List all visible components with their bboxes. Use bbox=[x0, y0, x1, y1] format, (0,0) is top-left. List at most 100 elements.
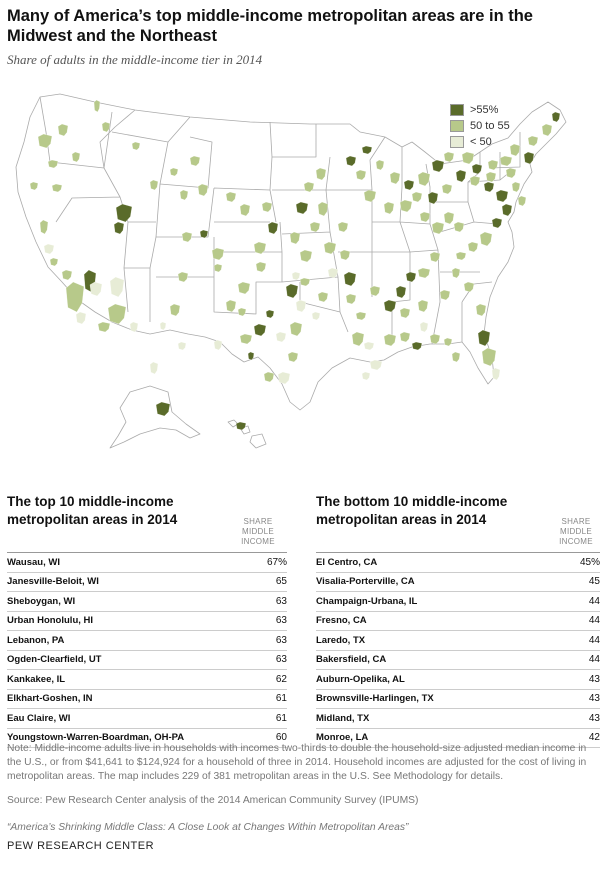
metro-name: Brownsville-Harlingen, TX bbox=[316, 693, 434, 705]
metro-share: 43 bbox=[588, 693, 600, 705]
metro-area-shape bbox=[289, 321, 303, 337]
metro-area-shape bbox=[299, 249, 313, 263]
metro-area-shape bbox=[461, 151, 475, 165]
metro-area-shape bbox=[485, 171, 497, 183]
metro-area-shape bbox=[499, 155, 513, 167]
metro-area-shape bbox=[317, 291, 329, 303]
metro-share: 44 bbox=[588, 634, 600, 646]
metro-share: 67% bbox=[266, 556, 287, 568]
metro-area-shape bbox=[51, 183, 63, 193]
report-title: “America’s Shrinking Middle Class: A Clo… bbox=[7, 822, 409, 833]
metro-share: 63 bbox=[275, 654, 287, 666]
metro-share: 62 bbox=[275, 673, 287, 685]
metro-area-shape bbox=[441, 183, 453, 195]
metro-area-shape bbox=[361, 371, 371, 381]
metro-area-shape bbox=[101, 121, 111, 133]
metro-share: 65 bbox=[275, 576, 287, 588]
metro-area-shape bbox=[239, 333, 253, 345]
chart-subtitle: Share of adults in the middle-income tie… bbox=[7, 52, 263, 67]
metro-area-shape bbox=[491, 217, 503, 229]
metro-name: Laredo, TX bbox=[316, 634, 366, 646]
metro-area-shape bbox=[383, 201, 395, 215]
metro-area-shape bbox=[47, 159, 59, 169]
table-row: Sheboygan, WI 63 bbox=[7, 592, 287, 612]
table-row: Urban Honolulu, HI 63 bbox=[7, 612, 287, 631]
metro-area-shape bbox=[317, 201, 329, 217]
metro-area-shape bbox=[61, 269, 73, 281]
legend-label-low: < 50 bbox=[470, 136, 492, 148]
metro-area-shape bbox=[345, 293, 357, 305]
metro-name: Elkhart-Goshen, IN bbox=[7, 693, 93, 705]
metro-area-shape bbox=[417, 171, 431, 187]
legend-swatch-mid bbox=[450, 120, 464, 132]
metro-area-shape bbox=[177, 341, 187, 351]
table-row: Elkhart-Goshen, IN 61 bbox=[7, 690, 287, 709]
metro-area-shape bbox=[295, 299, 307, 313]
metro-area-shape bbox=[247, 351, 255, 361]
metro-area-shape bbox=[263, 371, 275, 383]
state-outlines bbox=[15, 93, 567, 449]
brand-logo-text: PEW RESEARCH CENTER bbox=[7, 840, 155, 852]
metro-area-shape bbox=[261, 201, 273, 213]
metro-area-shape bbox=[399, 331, 411, 343]
table-row: Ogden-Clearfield, UT 63 bbox=[7, 651, 287, 670]
metro-area-shape bbox=[253, 323, 267, 337]
metro-area-shape bbox=[443, 151, 455, 163]
metro-area-shape bbox=[149, 361, 159, 375]
metro-area-shape bbox=[451, 267, 461, 279]
metro-area-shape bbox=[65, 281, 85, 313]
map-legend: >55% 50 to 55 < 50 bbox=[450, 102, 510, 150]
metro-area-shape bbox=[479, 231, 493, 247]
metro-area-shape bbox=[523, 151, 535, 165]
metro-name: Urban Honolulu, HI bbox=[7, 615, 94, 627]
metro-name: Wausau, WI bbox=[7, 556, 60, 568]
metro-name: Monroe, LA bbox=[316, 732, 369, 744]
metro-area-shape bbox=[431, 159, 445, 173]
metro-area-shape bbox=[477, 329, 491, 347]
metro-area-shape bbox=[345, 155, 357, 167]
table-row: Champaign-Urbana, IL 44 bbox=[316, 592, 600, 612]
table-row: Brownsville-Harlingen, TX 43 bbox=[316, 690, 600, 709]
metro-area-shape bbox=[355, 311, 367, 321]
metro-area-shape bbox=[237, 281, 251, 295]
metro-area-shape bbox=[361, 145, 373, 155]
metro-area-shape bbox=[469, 175, 481, 187]
metro-area-shape bbox=[71, 151, 81, 163]
metro-area-shape bbox=[455, 251, 467, 261]
metro-area-shape bbox=[327, 267, 339, 279]
table-row: Auburn-Opelika, AL 43 bbox=[316, 670, 600, 690]
metro-name: El Centro, CA bbox=[316, 556, 378, 568]
alaska-outline bbox=[109, 385, 201, 449]
bottom-table-rows: El Centro, CA 45% Visalia-Porterville, CA 4… bbox=[316, 552, 600, 748]
metro-area-shape bbox=[471, 163, 483, 175]
metro-area-shape bbox=[399, 199, 413, 213]
metro-share: 45 bbox=[588, 576, 600, 588]
metro-area-shape bbox=[427, 191, 439, 205]
metro-share: 45% bbox=[579, 556, 600, 568]
legend-item-high: >55% bbox=[450, 102, 510, 118]
table-row: Midland, TX 43 bbox=[316, 709, 600, 729]
metro-area-shape bbox=[295, 201, 309, 215]
metro-area-shape bbox=[527, 135, 539, 147]
metro-area-shape bbox=[49, 257, 59, 267]
metro-area-shape bbox=[93, 99, 101, 113]
metro-area-shape bbox=[57, 123, 69, 137]
metro-share: 43 bbox=[588, 673, 600, 685]
metro-area-shape bbox=[551, 111, 561, 123]
metro-area-shape bbox=[211, 247, 225, 261]
table-row: Youngstown-Warren-Boardman, OH-PA 60 bbox=[7, 729, 287, 748]
metro-area-shape bbox=[97, 321, 111, 333]
metro-area-shape bbox=[177, 271, 189, 283]
metro-area-shape bbox=[431, 221, 445, 235]
metro-area-shape bbox=[37, 133, 53, 149]
metro-area-shape bbox=[43, 243, 55, 255]
metro-area-shape bbox=[541, 123, 553, 137]
metro-area-shape bbox=[235, 421, 247, 431]
metro-area-shape bbox=[75, 311, 87, 325]
metro-area-shape bbox=[89, 281, 103, 297]
metro-area-shape bbox=[451, 351, 461, 363]
metro-area-shape bbox=[505, 167, 517, 179]
metro-area-shape bbox=[511, 181, 521, 193]
top-table-col-header: SHARE MIDDLE INCOME bbox=[241, 517, 275, 546]
metro-area-shape bbox=[419, 321, 429, 333]
